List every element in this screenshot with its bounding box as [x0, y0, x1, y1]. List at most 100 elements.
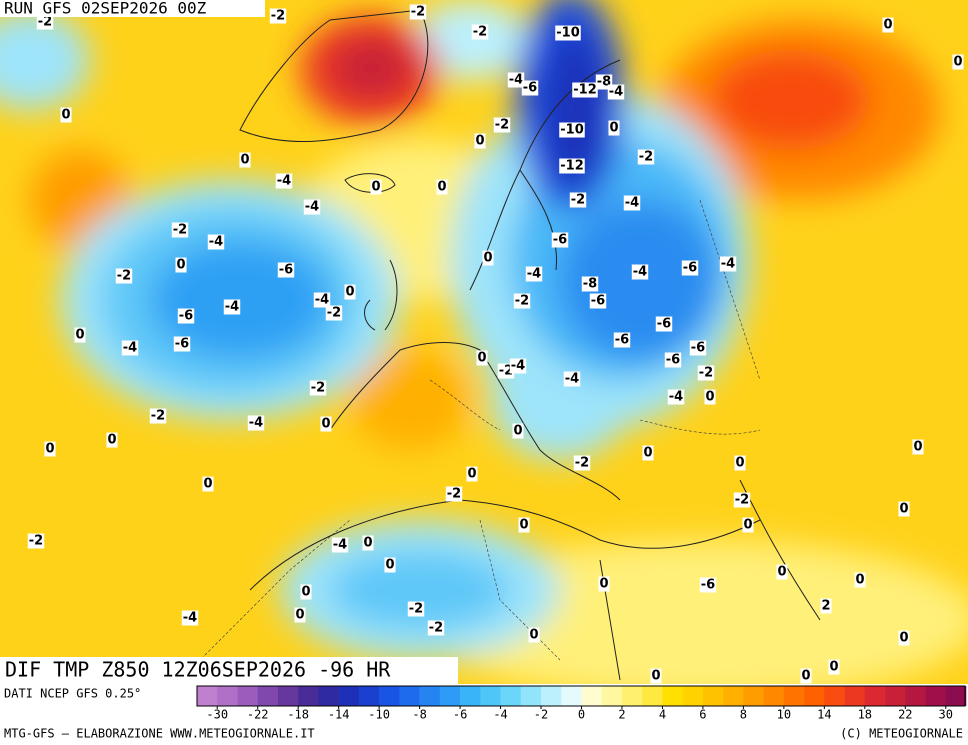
- contour-label: -6: [615, 333, 629, 348]
- contour-label: 0: [651, 669, 660, 684]
- contour-label: -6: [553, 233, 567, 248]
- contour-label: -8: [583, 277, 597, 292]
- contour-label: -2: [495, 118, 509, 133]
- contour-label: 0: [743, 518, 752, 533]
- contour-label: 0: [513, 424, 522, 439]
- contour-label-box: [551, 232, 569, 248]
- contour-label-box: [313, 292, 331, 308]
- color-swatch: [601, 686, 623, 706]
- colorbar-label: 0: [578, 708, 585, 722]
- color-swatch: [642, 686, 663, 706]
- contour-label: -6: [591, 294, 605, 309]
- contour-label-box: [60, 107, 72, 123]
- contour-label-box: [181, 610, 199, 626]
- contour-label-box: [106, 432, 118, 448]
- colorbar-label: 18: [858, 708, 872, 722]
- contour-label-box: [734, 455, 746, 471]
- contour-label-box: [776, 564, 788, 580]
- contour-label: 0: [953, 55, 962, 70]
- contour-label: -4: [209, 235, 223, 250]
- colorbar-label: 10: [777, 708, 791, 722]
- contour-label: -2: [735, 493, 749, 508]
- contour-label: 0: [321, 417, 330, 432]
- contour-label: 0: [899, 631, 908, 646]
- contour-label: -4: [305, 200, 319, 215]
- contour-label-box: [300, 584, 312, 600]
- color-swatch: [439, 686, 461, 706]
- contour-label-box: [44, 441, 56, 457]
- contour-label-box: [521, 80, 539, 96]
- contour-labels: -2 -2 -2-2 -100-4-6 -12-8-40-2 -10 00-20 -120 0-…: [27, 4, 964, 684]
- contour-label: 0: [705, 390, 714, 405]
- contour-label: -8: [597, 75, 611, 90]
- field-blob: [410, 0, 530, 80]
- contour-label: 0: [475, 134, 484, 149]
- contour-label: -4: [277, 174, 291, 189]
- contour-label: 0: [301, 585, 310, 600]
- contour-label-box: [482, 250, 494, 266]
- color-swatch: [460, 686, 481, 706]
- contour-label: 0: [61, 108, 70, 123]
- contour-label: 0: [519, 518, 528, 533]
- contour-label-box: [555, 25, 581, 41]
- contour-label-box: [466, 466, 478, 482]
- color-swatch: [277, 686, 299, 706]
- color-swatch: [824, 686, 845, 706]
- contour-label-box: [223, 299, 241, 315]
- color-swatch: [379, 686, 400, 706]
- contour-label: 0: [371, 180, 380, 195]
- contour-label-box: [800, 668, 812, 684]
- contour-label-box: [719, 256, 737, 272]
- contour-label: -2: [271, 9, 285, 24]
- color-swatch: [399, 686, 420, 706]
- contour-label: -4: [509, 73, 523, 88]
- contour-label-box: [277, 262, 295, 278]
- color-swatch: [743, 686, 764, 706]
- contour-label-box: [309, 380, 327, 396]
- contour-label: 0: [363, 536, 372, 551]
- contour-label: -2: [499, 364, 513, 379]
- contour-label-box: [294, 607, 306, 623]
- contour-label: 0: [295, 608, 304, 623]
- contour-label: -2: [699, 366, 713, 381]
- contour-label-box: [589, 293, 607, 309]
- colorbar-label: 6: [699, 708, 706, 722]
- contour-label-box: [559, 158, 585, 174]
- contour-label-box: [820, 598, 832, 614]
- contour-label: -6: [691, 341, 705, 356]
- contour-label-box: [572, 82, 598, 98]
- contour-label-box: [325, 305, 343, 321]
- contour-label: -4: [609, 85, 623, 100]
- contour-label: 0: [467, 467, 476, 482]
- map: -2 -2 -2-2 -100-4-6 -12-8-40-2 -10 00-20 -120 0-…: [0, 0, 968, 684]
- contour-label-box: [427, 620, 445, 636]
- contour-label-box: [613, 332, 631, 348]
- colorbar-label: 30: [939, 708, 953, 722]
- temperature-field: [0, 0, 968, 684]
- contour-label-box: [121, 340, 139, 356]
- contour-label-box: [697, 365, 715, 381]
- contour-label: 0: [643, 446, 652, 461]
- contour-label-box: [407, 601, 425, 617]
- contour-label: 0: [735, 456, 744, 471]
- header-box: [0, 0, 265, 17]
- contour-label-box: [681, 260, 699, 276]
- color-swatch: [541, 686, 562, 706]
- contour-label-box: [269, 8, 287, 24]
- color-swatch: [520, 686, 542, 706]
- contour-label-box: [239, 152, 251, 168]
- contour-label: -2: [117, 269, 131, 284]
- colorbar-label: -4: [493, 708, 507, 722]
- contour-label-box: [655, 316, 673, 332]
- contour-label-box: [607, 84, 625, 100]
- contour-label-box: [704, 389, 716, 405]
- color-swatch: [237, 686, 259, 706]
- contour-label-box: [512, 423, 524, 439]
- contour-label-box: [247, 415, 265, 431]
- contour-label: -6: [279, 263, 293, 278]
- contour-label: -2: [447, 487, 461, 502]
- contour-label: 0: [240, 153, 249, 168]
- contour-label-box: [509, 358, 527, 374]
- footer-left: MTG-GFS — ELABORAZIONE WWW.METEOGIORNALE…: [4, 727, 315, 741]
- contour-label-box: [445, 486, 463, 502]
